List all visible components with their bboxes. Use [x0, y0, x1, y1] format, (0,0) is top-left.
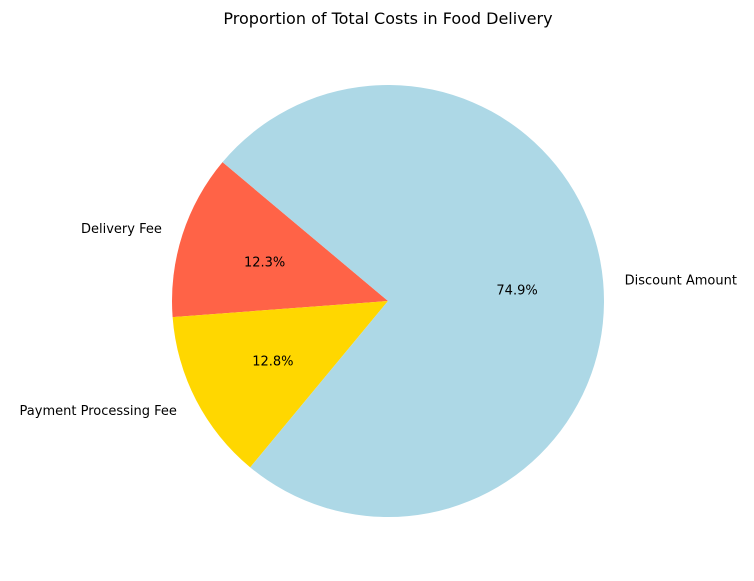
pie-slices: [171, 84, 605, 517]
pie-labels: Delivery Fee 12.3% Payment Processing Fee 1…: [20, 222, 737, 419]
pie-slice-delivery-fee: [171, 162, 388, 318]
chart-title: Proportion of Total Costs in Food Delive…: [223, 9, 552, 28]
slice-label: Payment Processing Fee: [20, 404, 177, 419]
slice-percentage-label: 74.9%: [496, 283, 537, 298]
slice-label: Delivery Fee: [81, 222, 162, 237]
slice-percentage-label: 12.8%: [252, 354, 293, 369]
slice-label: Discount Amount: [625, 274, 737, 289]
pie-slice-payment-processing-fee: [172, 301, 388, 468]
pie-slice-discount-amount: [222, 84, 605, 517]
slice-percentage-label: 12.3%: [244, 255, 285, 270]
